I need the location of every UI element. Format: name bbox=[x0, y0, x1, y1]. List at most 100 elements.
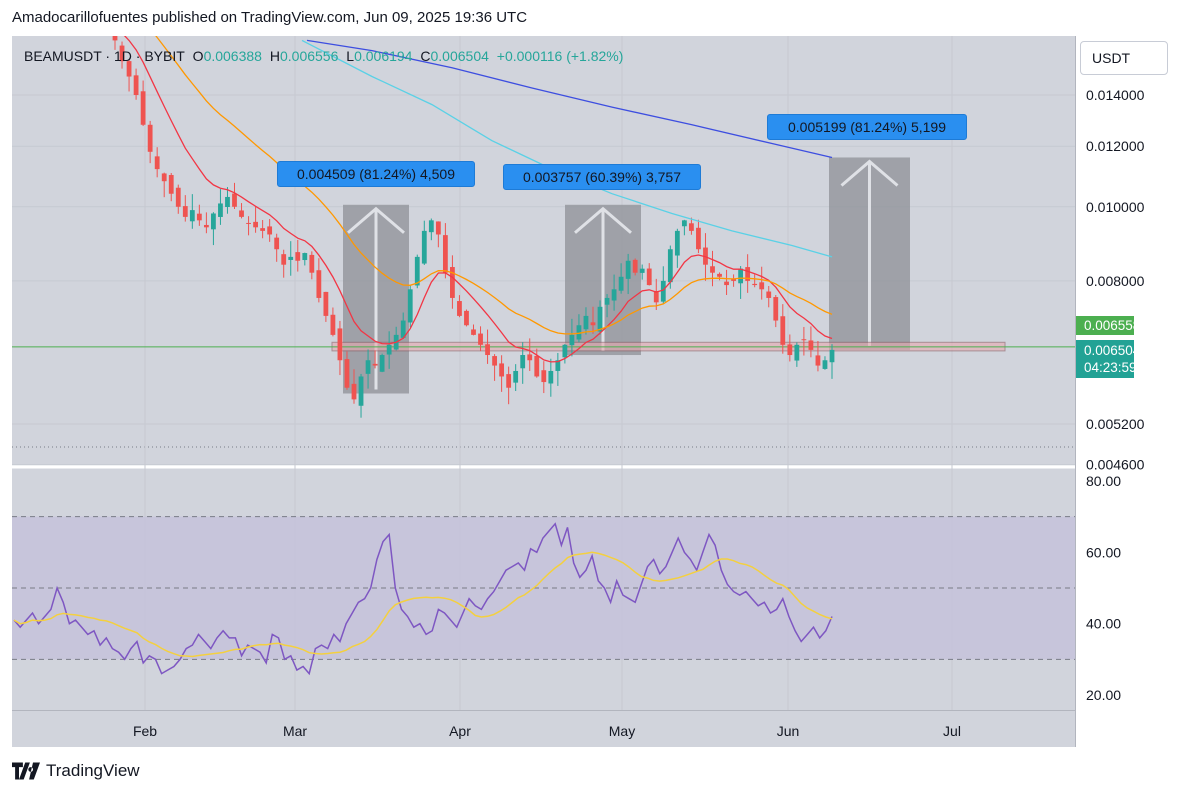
candle-body bbox=[203, 224, 209, 228]
candle-body bbox=[569, 334, 575, 346]
candle-body bbox=[548, 370, 554, 384]
candle-body bbox=[232, 193, 237, 207]
candle-body bbox=[499, 363, 505, 377]
candle-body bbox=[386, 344, 392, 355]
candle-body bbox=[794, 344, 800, 361]
candle-body bbox=[815, 355, 821, 366]
tradingview-logo-icon bbox=[12, 762, 40, 780]
candle-body bbox=[442, 235, 448, 273]
candle-body bbox=[731, 278, 736, 281]
candle-body bbox=[773, 297, 779, 321]
candle-body bbox=[625, 260, 631, 279]
candle-body bbox=[822, 360, 828, 369]
time-tick-label: Jun bbox=[777, 723, 800, 739]
candle-body bbox=[253, 221, 258, 228]
candle-body bbox=[464, 310, 469, 326]
candle-body bbox=[492, 356, 497, 366]
candle-body bbox=[344, 359, 350, 388]
price-tick-label: 0.005200 bbox=[1086, 416, 1145, 432]
candle-body bbox=[295, 252, 301, 261]
footer-brand-text: TradingView bbox=[46, 761, 140, 780]
candle-body bbox=[681, 220, 687, 227]
candle-body bbox=[667, 249, 673, 283]
candle-body bbox=[365, 360, 371, 374]
measure-arrow-head bbox=[840, 159, 899, 187]
measure-label-3[interactable]: 0.005199 (81.24%) 5,199 bbox=[767, 114, 967, 140]
time-tick-label: Apr bbox=[449, 723, 471, 739]
candle-body bbox=[112, 36, 118, 41]
candle-body bbox=[309, 254, 315, 273]
candle-body bbox=[696, 227, 701, 250]
chart-canvas[interactable]: 0.014000 0.012000 0.010000 0.008000 0.005200… bbox=[12, 36, 1174, 747]
candle-body bbox=[710, 266, 715, 273]
candle-body bbox=[555, 360, 561, 371]
candle-body bbox=[147, 124, 153, 152]
low-label: L bbox=[346, 48, 355, 64]
time-axis-bg bbox=[12, 711, 1075, 747]
candle-body bbox=[724, 281, 729, 286]
candle-body bbox=[520, 355, 526, 369]
candle-body bbox=[358, 376, 364, 406]
candle-body bbox=[168, 175, 174, 194]
price-tick-label: 0.004600 bbox=[1086, 457, 1145, 473]
close-value: 0.006504 bbox=[430, 48, 489, 64]
last-close-tag: 0.006504 04:23:59 bbox=[1076, 340, 1141, 378]
rsi-tick-label: 20.00 bbox=[1086, 687, 1121, 703]
candle-body bbox=[829, 349, 835, 363]
measure-label-2[interactable]: 0.003757 (60.39%) 3,757 bbox=[503, 164, 701, 190]
candle-body bbox=[639, 268, 645, 273]
candle-body bbox=[646, 268, 652, 286]
price-tick-label: 0.012000 bbox=[1086, 138, 1145, 154]
candle-body bbox=[267, 226, 273, 235]
candle-body bbox=[379, 355, 385, 372]
measure-label-1[interactable]: 0.004509 (81.24%) 4,509 bbox=[277, 161, 475, 187]
candle-body bbox=[302, 253, 308, 261]
measure-arrow-head bbox=[347, 206, 405, 234]
candle-body bbox=[274, 237, 280, 250]
high-value: 0.006556 bbox=[279, 48, 339, 64]
price-axis-bg bbox=[1075, 36, 1174, 747]
candle-body bbox=[485, 344, 490, 356]
publisher-line: Amadocarillofuentes published on Trading… bbox=[12, 9, 528, 26]
candle-body bbox=[478, 333, 483, 345]
candle-body bbox=[808, 340, 814, 350]
last-close-value: 0.006504 bbox=[1084, 343, 1141, 358]
currency-button[interactable]: USDT bbox=[1080, 41, 1168, 75]
low-value: 0.006194 bbox=[354, 48, 413, 64]
rsi-tick-label: 60.00 bbox=[1086, 544, 1121, 560]
candle-body bbox=[471, 329, 476, 335]
price-pane-bg bbox=[12, 36, 1075, 466]
candle-body bbox=[154, 156, 160, 170]
candle-body bbox=[281, 254, 287, 265]
time-tick-label: Mar bbox=[283, 723, 307, 739]
candle-body bbox=[337, 328, 343, 361]
rsi-tick-label: 80.00 bbox=[1086, 473, 1121, 489]
candle-body bbox=[126, 61, 132, 77]
rsi-ma-line bbox=[13, 551, 833, 658]
candle-body bbox=[414, 256, 420, 286]
symbol-name[interactable]: BEAMUSDT · 1D · BYBIT bbox=[24, 48, 185, 64]
ema-mid-line bbox=[155, 36, 833, 335]
time-tick-label: Jul bbox=[943, 723, 961, 739]
candle-body bbox=[211, 213, 216, 230]
candle-body bbox=[660, 280, 666, 302]
candle-body bbox=[801, 339, 807, 341]
candle-body bbox=[597, 306, 603, 332]
candle-body bbox=[632, 259, 638, 273]
candle-body bbox=[323, 291, 329, 316]
ema-long-line bbox=[306, 39, 833, 159]
candle-body bbox=[576, 325, 582, 340]
candle-body bbox=[421, 230, 427, 264]
time-tick-label: May bbox=[609, 723, 635, 739]
candle-body bbox=[189, 210, 195, 222]
candle-body bbox=[175, 187, 181, 207]
candle-body bbox=[428, 220, 434, 233]
candle-body bbox=[161, 173, 167, 182]
candle-body bbox=[787, 344, 793, 356]
candle-body bbox=[562, 344, 568, 358]
candle-body bbox=[239, 210, 244, 217]
symbol-legend: BEAMUSDT · 1D · BYBIT O0.006388 H0.00655… bbox=[24, 48, 627, 64]
candle-body bbox=[611, 289, 617, 301]
candle-body bbox=[133, 75, 139, 95]
candle-body bbox=[218, 203, 223, 217]
